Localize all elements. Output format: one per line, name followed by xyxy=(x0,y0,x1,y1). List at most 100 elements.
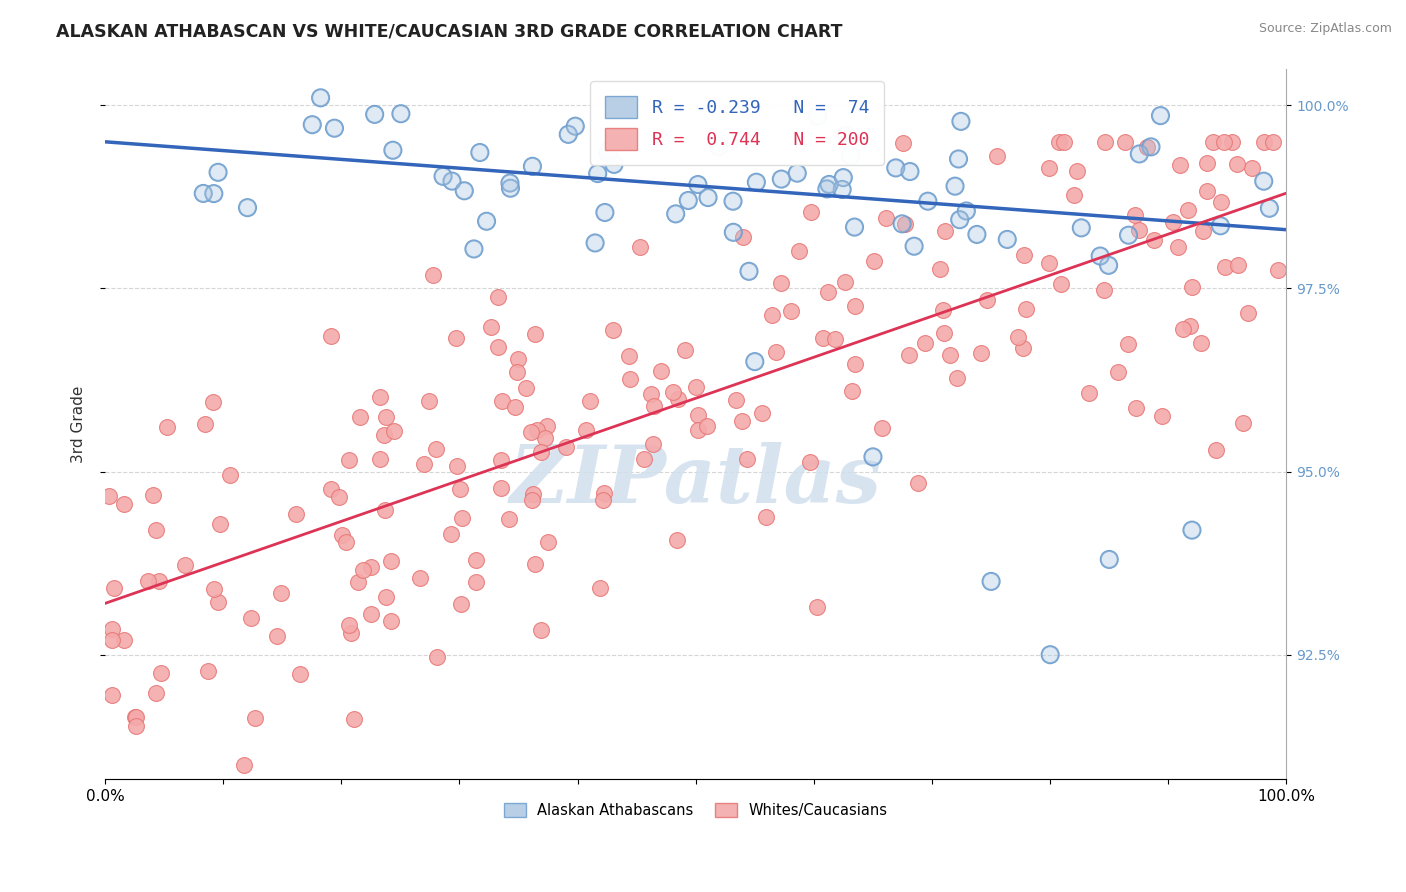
Point xyxy=(806,109,828,123)
Point xyxy=(721,194,744,209)
Point xyxy=(586,167,609,181)
Point xyxy=(536,418,558,433)
Point xyxy=(650,364,672,378)
Point xyxy=(463,242,485,256)
Point xyxy=(1066,164,1088,178)
Point xyxy=(301,118,323,132)
Point xyxy=(112,633,135,648)
Point xyxy=(101,622,124,636)
Point xyxy=(862,450,884,464)
Text: Source: ZipAtlas.com: Source: ZipAtlas.com xyxy=(1258,22,1392,36)
Point xyxy=(707,139,730,153)
Point xyxy=(232,757,254,772)
Point xyxy=(769,276,792,290)
Point xyxy=(1098,552,1121,566)
Point xyxy=(1163,215,1185,229)
Point xyxy=(898,164,921,178)
Point xyxy=(932,303,955,318)
Point xyxy=(1253,174,1275,188)
Point xyxy=(207,165,229,179)
Point xyxy=(835,128,858,143)
Point xyxy=(1220,135,1243,149)
Point xyxy=(136,574,159,588)
Point xyxy=(697,190,720,204)
Point xyxy=(330,527,353,541)
Point xyxy=(745,175,768,189)
Point xyxy=(939,348,962,362)
Point xyxy=(486,340,509,354)
Point xyxy=(373,428,395,442)
Point xyxy=(832,170,855,185)
Point xyxy=(381,143,404,157)
Point xyxy=(1205,443,1227,458)
Point xyxy=(1049,277,1071,292)
Point xyxy=(422,268,444,282)
Point xyxy=(243,711,266,725)
Point xyxy=(389,106,412,120)
Point xyxy=(948,152,970,166)
Point xyxy=(844,220,866,235)
Point xyxy=(489,481,512,495)
Point xyxy=(446,458,468,473)
Point xyxy=(688,423,710,437)
Point xyxy=(323,121,346,136)
Point xyxy=(1171,322,1194,336)
Point xyxy=(142,488,165,502)
Point xyxy=(948,152,970,166)
Point xyxy=(450,598,472,612)
Point xyxy=(340,626,363,640)
Point xyxy=(1253,135,1275,149)
Point xyxy=(554,440,576,454)
Point xyxy=(903,239,925,253)
Point xyxy=(875,211,897,225)
Point xyxy=(780,304,803,318)
Point xyxy=(491,453,513,467)
Point xyxy=(328,490,350,504)
Point xyxy=(603,157,626,171)
Point xyxy=(815,182,838,196)
Point xyxy=(574,423,596,437)
Point xyxy=(806,109,828,123)
Point xyxy=(1149,109,1171,123)
Point xyxy=(1012,247,1035,261)
Point xyxy=(1118,228,1140,243)
Point xyxy=(863,254,886,268)
Point xyxy=(1116,337,1139,351)
Point xyxy=(374,410,396,425)
Point xyxy=(1195,184,1218,198)
Point xyxy=(593,486,616,500)
Point xyxy=(481,320,503,334)
Point xyxy=(309,91,332,105)
Point xyxy=(665,207,688,221)
Point xyxy=(640,387,662,401)
Point xyxy=(148,574,170,589)
Point xyxy=(375,590,398,604)
Point xyxy=(735,452,758,467)
Point xyxy=(980,574,1002,589)
Point xyxy=(360,559,382,574)
Point xyxy=(1107,365,1129,379)
Point xyxy=(970,346,993,360)
Point xyxy=(240,611,263,625)
Point xyxy=(506,365,529,379)
Point xyxy=(1098,552,1121,566)
Point xyxy=(440,526,463,541)
Point xyxy=(1125,401,1147,415)
Point xyxy=(1128,222,1150,236)
Point xyxy=(598,146,620,161)
Point xyxy=(903,239,925,253)
Point xyxy=(503,400,526,414)
Point xyxy=(907,476,929,491)
Point xyxy=(1063,188,1085,202)
Point xyxy=(1090,249,1112,263)
Point xyxy=(450,510,472,524)
Point xyxy=(619,372,641,386)
Point xyxy=(1181,279,1204,293)
Point xyxy=(884,161,907,175)
Point xyxy=(499,176,522,190)
Point xyxy=(1123,208,1146,222)
Point xyxy=(602,323,624,337)
Point xyxy=(688,409,710,423)
Point xyxy=(218,468,240,483)
Point xyxy=(1202,135,1225,149)
